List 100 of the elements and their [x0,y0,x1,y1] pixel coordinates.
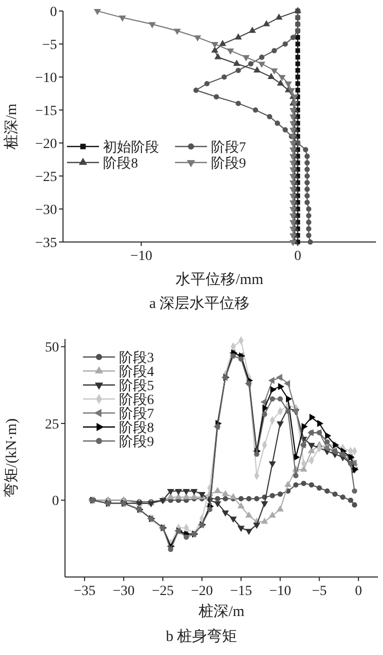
point [214,94,220,100]
point [242,55,250,62]
text: b 桩身弯矩 [166,628,238,645]
point [236,68,241,74]
point [288,88,296,94]
point [230,353,236,359]
point [348,498,354,503]
point [290,34,296,40]
point [268,72,275,80]
point [260,518,268,524]
point [168,546,174,552]
point [295,35,300,40]
y-tick-label: −10 [35,71,57,86]
point [308,442,316,450]
legend-label: 阶段7 [119,406,154,422]
point [219,40,226,46]
point [306,220,312,225]
point [316,485,322,491]
point [233,60,240,66]
point [118,16,126,22]
point [304,186,310,192]
point [254,452,260,457]
point [304,173,310,179]
legend-label: 阶段8 [119,420,154,436]
x-tick-label: −25 [152,584,174,599]
y-axis-title: 桩深/m [3,103,20,150]
point [302,422,308,430]
point [253,522,260,529]
y-tick-label: 0 [52,494,59,510]
point [289,214,297,220]
point [238,526,245,532]
point [306,212,312,218]
x-tick-label: −35 [74,584,96,599]
point [304,180,310,186]
y-tick-label: −15 [35,104,57,119]
point [262,404,269,412]
point [270,492,276,498]
point [289,114,297,121]
point [295,42,300,46]
point [325,432,332,440]
point [214,501,222,508]
point [214,53,222,60]
point [340,494,346,500]
point [289,148,297,154]
point [262,20,270,26]
point [270,396,276,402]
point [276,505,284,512]
y-tick-label: −5 [42,38,57,53]
point [332,491,338,497]
y-tick-label: 0 [50,5,57,20]
legend-label: 阶段9 [119,434,154,450]
point [230,516,237,523]
point [289,180,297,187]
point [309,414,316,421]
point [262,412,268,417]
x-tick-label: −20 [190,584,213,599]
point [246,496,252,502]
legend-label: 阶段7 [211,140,246,156]
point [238,356,244,362]
point [94,8,101,16]
point [190,488,198,496]
y-tick-label: −30 [35,203,57,218]
point [304,166,310,172]
point [238,502,245,508]
point [289,233,297,240]
point [284,480,292,487]
point [284,380,290,388]
point [222,496,228,502]
point [301,480,306,486]
point [276,421,284,428]
point [286,395,292,402]
point [304,160,310,166]
point [222,490,229,496]
point [291,101,298,108]
y-tick-label: −20 [35,137,57,152]
point [194,35,202,42]
x-tick-label: −5 [312,584,327,599]
point [207,506,212,512]
point [214,486,222,494]
point [284,82,292,88]
point [304,154,310,159]
point [272,48,277,54]
point [193,88,199,93]
point [275,13,283,20]
point [167,488,174,496]
point [268,376,274,384]
point [248,26,256,33]
point [252,107,258,113]
point [248,61,254,66]
x-axis-title: 水平位移/mm [176,271,264,288]
point [222,510,229,517]
point [308,482,314,488]
point [295,68,300,73]
y-tick-label: −25 [35,170,57,185]
point [293,473,298,478]
legend-label: 阶段3 [119,350,154,366]
y-tick-label: 25 [45,417,59,432]
point [174,488,182,496]
point [211,42,218,48]
point [352,502,358,508]
